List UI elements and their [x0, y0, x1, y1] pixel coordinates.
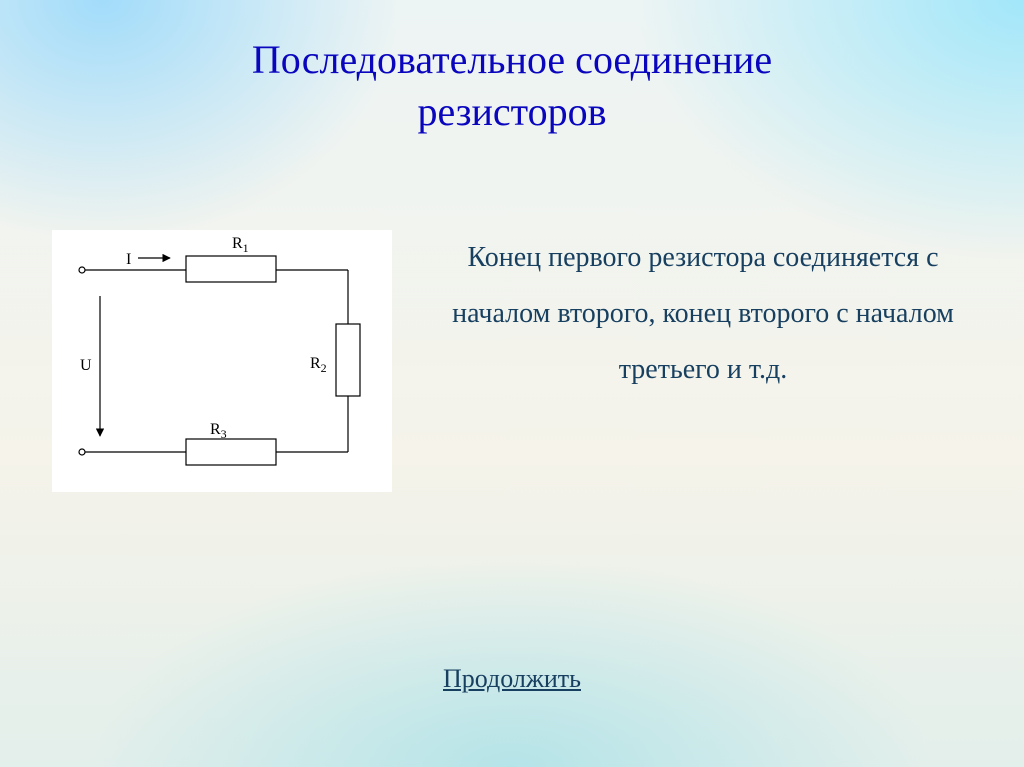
svg-text:R2: R2: [310, 355, 327, 375]
content-row: R1 R2 R3 I U Конец первого резистора соединя…: [0, 230, 1024, 492]
circuit-svg: R1 R2 R3 I U: [60, 236, 380, 484]
circuit-diagram: R1 R2 R3 I U: [52, 230, 392, 492]
description-text: Конец первого резистора соединяется с на…: [422, 230, 984, 398]
svg-text:U: U: [80, 357, 92, 374]
slide-title: Последовательное соединениерезисторов: [0, 34, 1024, 138]
svg-text:I: I: [126, 251, 131, 268]
svg-text:R3: R3: [210, 421, 227, 441]
continue-link[interactable]: Продолжить: [0, 664, 1024, 694]
svg-text:R1: R1: [232, 236, 249, 255]
